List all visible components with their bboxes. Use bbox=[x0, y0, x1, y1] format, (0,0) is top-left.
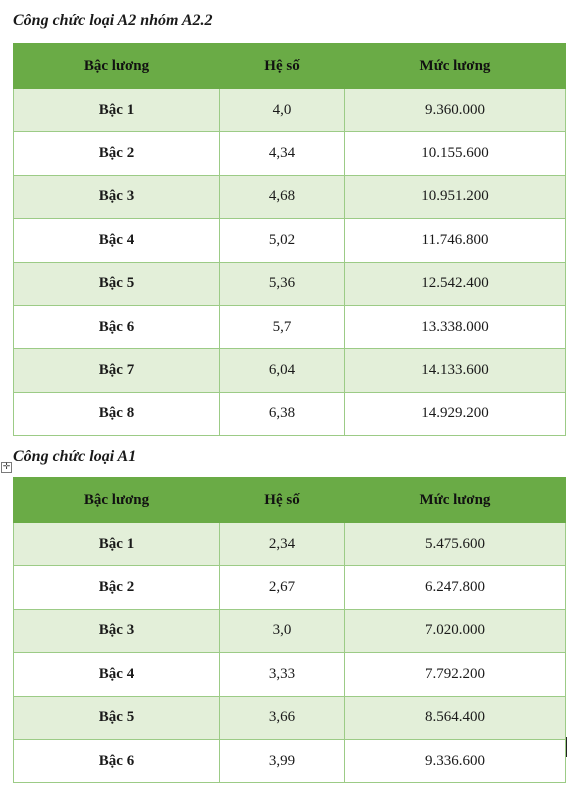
section-title-a1: Công chức loại A1 bbox=[13, 448, 137, 465]
cell-level: Bậc 5 bbox=[13, 261, 220, 306]
cell-coefficient: 5,02 bbox=[219, 218, 345, 263]
table-row: Bậc 1 2,34 5.475.600 bbox=[13, 521, 566, 567]
cell-level: Bậc 2 bbox=[13, 131, 220, 176]
table-row: Bậc 3 3,0 7.020.000 bbox=[13, 608, 566, 654]
header-coefficient: Hệ số bbox=[219, 477, 345, 523]
cell-level: Bậc 6 bbox=[13, 738, 220, 784]
cell-salary: 6.247.800 bbox=[344, 565, 566, 610]
cell-level: Bậc 3 bbox=[13, 608, 220, 654]
table-row: Bậc 5 5,36 12.542.400 bbox=[13, 261, 566, 306]
cell-coefficient: 3,33 bbox=[219, 652, 345, 697]
table-row: Bậc 4 3,33 7.792.200 bbox=[13, 652, 566, 697]
cell-coefficient: 6,38 bbox=[219, 391, 345, 437]
table-row: Bậc 4 5,02 11.746.800 bbox=[13, 218, 566, 263]
cell-salary: 9.336.600 bbox=[344, 738, 566, 784]
cell-salary: 14.133.600 bbox=[344, 348, 566, 393]
table-row: Bậc 2 2,67 6.247.800 bbox=[13, 565, 566, 610]
cell-level: Bậc 1 bbox=[13, 87, 220, 133]
salary-table-a1: Bậc lương Hệ số Mức lương Bậc 1 2,34 5.4… bbox=[13, 477, 566, 784]
cell-coefficient: 3,99 bbox=[219, 738, 345, 784]
cell-level: Bậc 2 bbox=[13, 565, 220, 610]
cell-coefficient: 4,34 bbox=[219, 131, 345, 176]
cell-level: Bậc 6 bbox=[13, 304, 220, 350]
cell-coefficient: 3,0 bbox=[219, 608, 345, 654]
cell-salary: 8.564.400 bbox=[344, 695, 566, 740]
table-row: Bậc 6 3,99 9.336.600 bbox=[13, 738, 566, 784]
cell-salary: 13.338.000 bbox=[344, 304, 566, 350]
cell-level: Bậc 3 bbox=[13, 174, 220, 220]
cell-coefficient: 4,0 bbox=[219, 87, 345, 133]
table-row: Bậc 5 3,66 8.564.400 bbox=[13, 695, 566, 740]
cell-salary: 11.746.800 bbox=[344, 218, 566, 263]
cell-coefficient: 5,36 bbox=[219, 261, 345, 306]
cell-salary: 14.929.200 bbox=[344, 391, 566, 437]
cell-level: Bậc 5 bbox=[13, 695, 220, 740]
cell-level: Bậc 8 bbox=[13, 391, 220, 437]
cell-salary: 7.792.200 bbox=[344, 652, 566, 697]
cell-level: Bậc 4 bbox=[13, 218, 220, 263]
cell-salary: 5.475.600 bbox=[344, 521, 566, 567]
text-cursor bbox=[566, 737, 567, 757]
cell-salary: 9.360.000 bbox=[344, 87, 566, 133]
move-arrows-icon[interactable]: ✛ bbox=[1, 462, 12, 473]
header-coefficient: Hệ số bbox=[219, 43, 345, 89]
cell-coefficient: 3,66 bbox=[219, 695, 345, 740]
cell-salary: 10.155.600 bbox=[344, 131, 566, 176]
table-row: Bậc 1 4,0 9.360.000 bbox=[13, 87, 566, 133]
header-salary: Mức lương bbox=[344, 477, 566, 523]
table-row: Bậc 7 6,04 14.133.600 bbox=[13, 348, 566, 393]
cell-level: Bậc 1 bbox=[13, 521, 220, 567]
cell-coefficient: 2,67 bbox=[219, 565, 345, 610]
header-salary: Mức lương bbox=[344, 43, 566, 89]
section-title-a2-2: Công chức loại A2 nhóm A2.2 bbox=[13, 12, 213, 29]
cell-coefficient: 2,34 bbox=[219, 521, 345, 567]
table-row: Bậc 8 6,38 14.929.200 bbox=[13, 391, 566, 437]
table-header-row: Bậc lương Hệ số Mức lương bbox=[13, 477, 566, 523]
header-level: Bậc lương bbox=[13, 477, 220, 523]
table-header-row: Bậc lương Hệ số Mức lương bbox=[13, 43, 566, 89]
cell-salary: 7.020.000 bbox=[344, 608, 566, 654]
cell-coefficient: 6,04 bbox=[219, 348, 345, 393]
cell-coefficient: 4,68 bbox=[219, 174, 345, 220]
header-level: Bậc lương bbox=[13, 43, 220, 89]
cell-salary: 10.951.200 bbox=[344, 174, 566, 220]
cell-coefficient: 5,7 bbox=[219, 304, 345, 350]
cell-salary: 12.542.400 bbox=[344, 261, 566, 306]
cell-level: Bậc 4 bbox=[13, 652, 220, 697]
cell-level: Bậc 7 bbox=[13, 348, 220, 393]
table-row: Bậc 6 5,7 13.338.000 bbox=[13, 304, 566, 350]
salary-table-a2-2: Bậc lương Hệ số Mức lương Bậc 1 4,0 9.36… bbox=[13, 43, 566, 437]
table-row: Bậc 3 4,68 10.951.200 bbox=[13, 174, 566, 220]
table-row: Bậc 2 4,34 10.155.600 bbox=[13, 131, 566, 176]
